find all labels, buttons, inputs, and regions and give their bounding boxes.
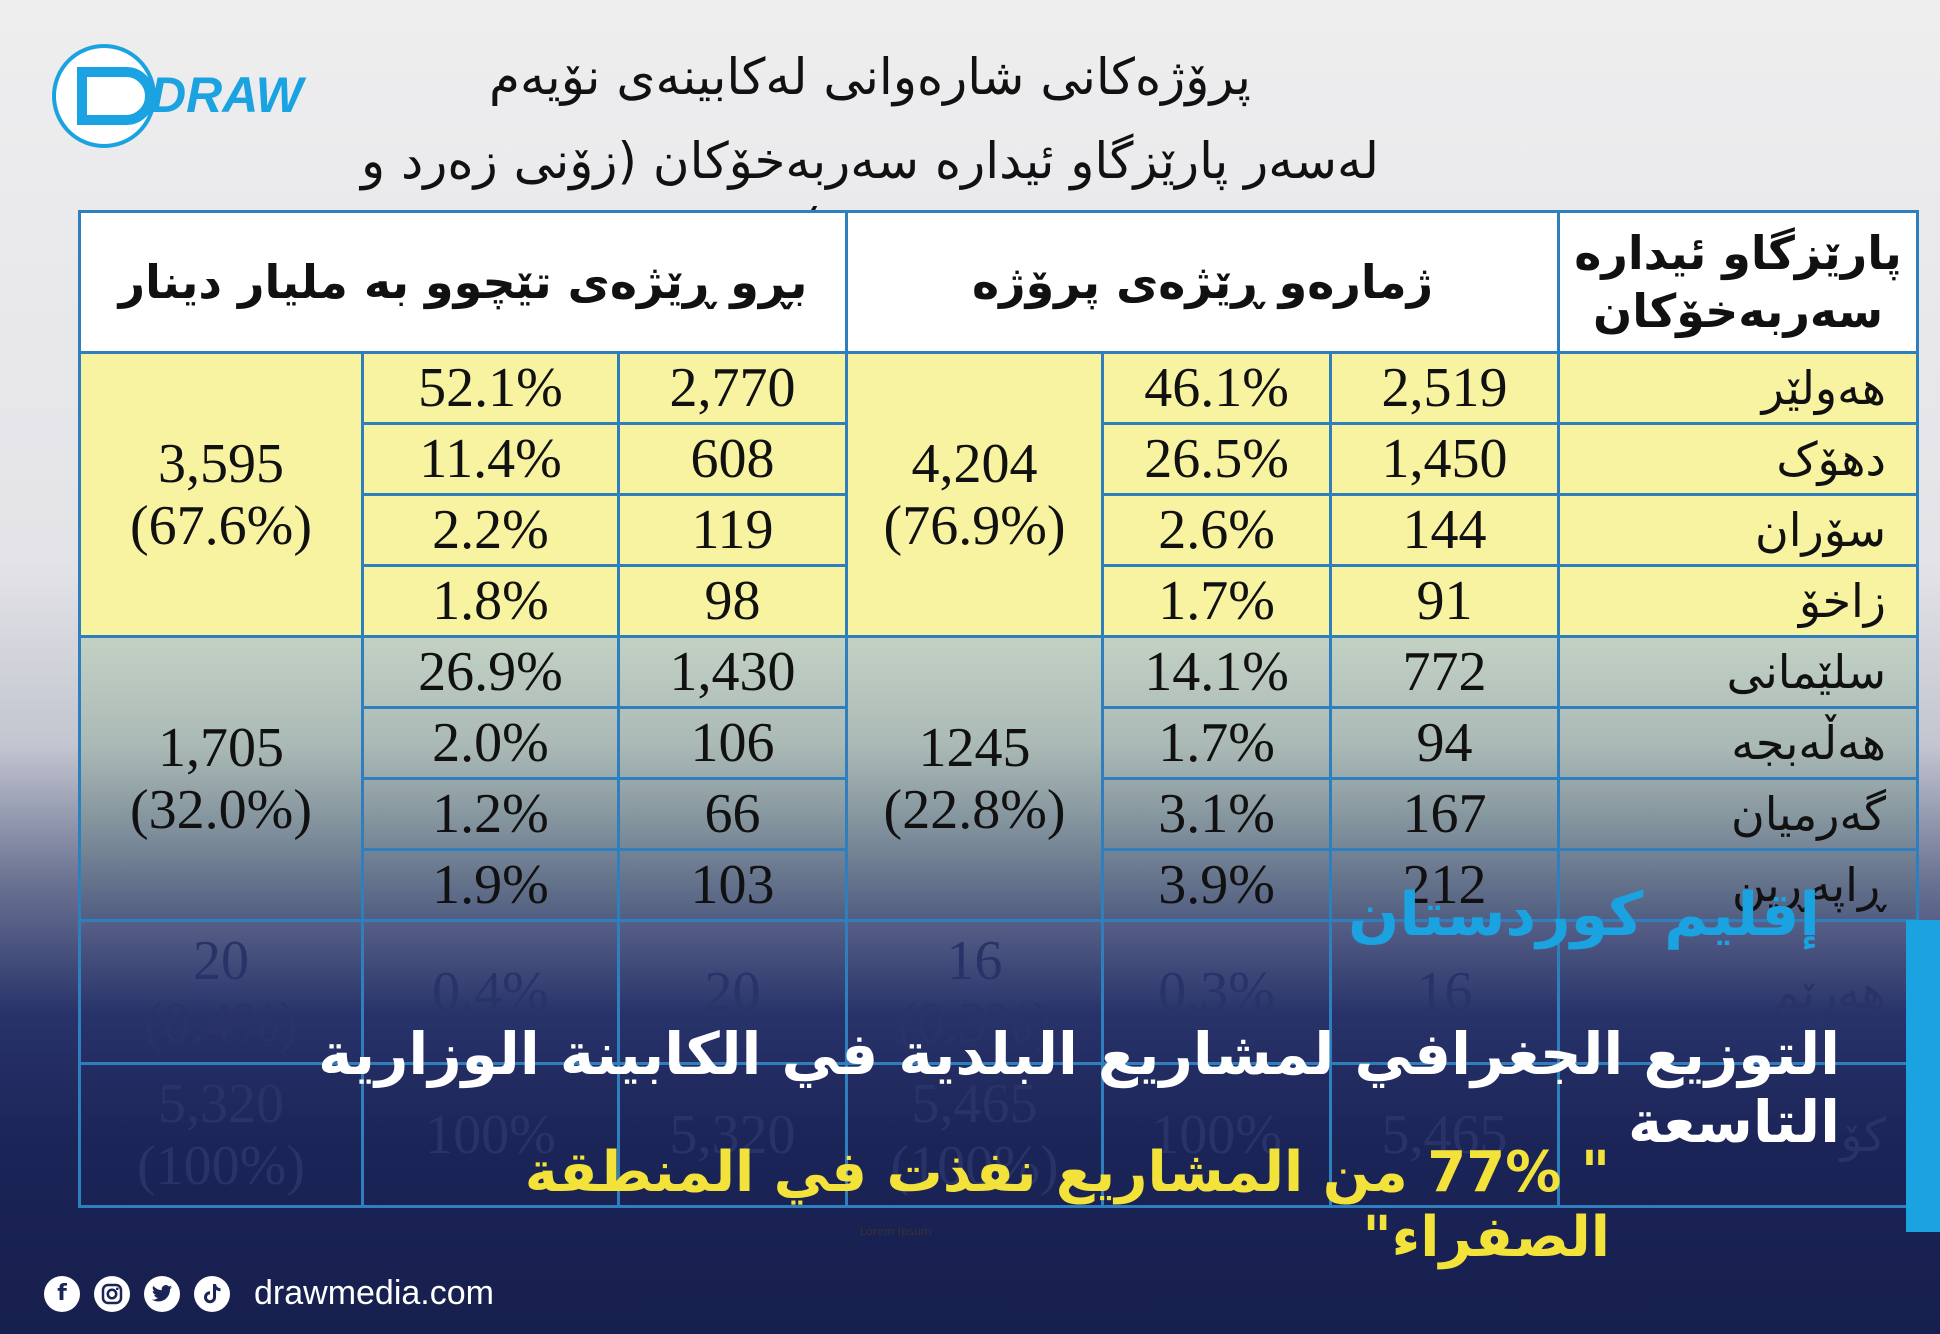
- table-header-row: بڕو ڕێژەی تێچوو به مليار دينار ژمارەو ڕێ…: [77, 210, 1920, 354]
- table-title: پرۆژەکانی شارەوانی لەکابینەی نۆیەم: [489, 48, 1251, 106]
- cost-cell: 2,770: [616, 351, 849, 425]
- lorem-text: Lorem Ipsum: [860, 1225, 932, 1238]
- cost-pct-cell: 11.4%: [361, 422, 620, 496]
- projects-pct-cell: 3.1%: [1101, 777, 1333, 851]
- twitter-icon[interactable]: [144, 1275, 180, 1312]
- cost-cell: 98: [616, 564, 849, 638]
- cost-pct-cell: 2.2%: [361, 493, 620, 567]
- cost-pct-cell: 0.4%: [361, 919, 620, 1065]
- tiktok-icon[interactable]: [194, 1275, 230, 1312]
- table-row-total: 5,320 (100%) 100% 5,320 5,465 (100%) 100% …: [78, 1062, 1920, 1208]
- total-cost: 5,320 (100%): [78, 1062, 364, 1208]
- cost-cell: 1,430: [616, 635, 849, 709]
- cost-cell: 5,320: [616, 1062, 849, 1208]
- projects-cell: 2,519: [1329, 351, 1561, 425]
- table-row: 1,705 (32.0%) 26.9% 1,430 1245 (22.8%) 14.…: [78, 635, 1920, 922]
- governorate-name: ڕاپەڕین: [1557, 848, 1920, 922]
- cost-pct-cell: 1.9%: [361, 848, 620, 922]
- table-row: 1.8% 98 1.7% 91 زاخۆ: [80, 564, 1920, 638]
- cost-pct-cell: 1.2%: [361, 777, 620, 851]
- table-row: 1.2% 66 3.1% 167 گەرمیان: [80, 777, 1920, 851]
- yellow-projects-total: 4,204 (76.9%): [845, 351, 1105, 638]
- cost-cell: 20: [616, 919, 849, 1065]
- region-projects-total: 16 (0.3%): [845, 919, 1105, 1065]
- website-link[interactable]: drawmedia.com: [254, 1274, 494, 1312]
- projects-pct-cell: 14.1%: [1101, 635, 1333, 709]
- projects-cell: 91: [1329, 564, 1561, 638]
- accent-bar: [1906, 920, 1940, 1232]
- green-projects-total: 1245 (22.8%): [845, 635, 1105, 922]
- projects-cell: 167: [1329, 777, 1561, 851]
- projects-pct-cell: 1.7%: [1101, 706, 1333, 780]
- projects-pct-cell: 3.9%: [1101, 848, 1333, 922]
- governorate-name: هەولێر: [1557, 351, 1920, 425]
- table-row: 2.0% 106 1.7% 94 هەڵەبجە: [80, 706, 1920, 780]
- facebook-icon[interactable]: f: [44, 1275, 80, 1312]
- table-row: 1.9% 103 3.9% 212 ڕاپەڕین: [80, 848, 1920, 922]
- logo-text: DRAW: [150, 67, 307, 123]
- governorate-name: سۆران: [1557, 493, 1920, 567]
- yellow-cost-total: 3,595 (67.6%): [78, 351, 364, 638]
- projects-cell: 16: [1329, 919, 1561, 1065]
- governorate-name: هەرێم: [1557, 919, 1920, 1065]
- region-label: إقليم كوردستان: [1348, 880, 1820, 950]
- projects-cell: 772: [1329, 635, 1561, 709]
- cost-cell: 119: [616, 493, 849, 567]
- cost-pct-cell: 52.1%: [361, 351, 620, 425]
- table-row: 2.2% 119 2.6% 144 سۆران: [80, 493, 1920, 567]
- projects-cell: 1,450: [1329, 422, 1561, 496]
- total-projects: 5,465 (100%): [845, 1062, 1105, 1208]
- cost-cell: 66: [616, 777, 849, 851]
- projects-pct-cell: 1.7%: [1101, 564, 1333, 638]
- subheadline: " 77% من المشاريع نفذت في المنطقة الصفرا…: [524, 1140, 1610, 1270]
- governorate-name: سلێمانی: [1557, 635, 1920, 709]
- projects-cell: 144: [1329, 493, 1561, 567]
- region-cost-total: 20 (0.4%): [78, 919, 364, 1065]
- projects-pct-cell: 26.5%: [1101, 422, 1333, 496]
- projects-cell: 5,465: [1329, 1062, 1561, 1208]
- projects-cell: 212: [1329, 848, 1561, 922]
- table-row: 11.4% 608 26.5% 1,450 دهۆک: [80, 422, 1920, 496]
- draw-logo: DRAW: [52, 42, 372, 150]
- table-row: 3,595 (67.6%) 52.1% 2,770 4,204 (76.9%) 46…: [78, 351, 1920, 638]
- cost-pct-cell: 1.8%: [361, 564, 620, 638]
- projects-pct-cell: 100%: [1101, 1062, 1333, 1208]
- cost-cell: 106: [616, 706, 849, 780]
- green-cost-total: 1,705 (32.0%): [78, 635, 364, 922]
- footer: f drawmedia.com: [44, 1274, 494, 1313]
- cost-cell: 103: [616, 848, 849, 922]
- projects-pct-cell: 0.3%: [1101, 919, 1333, 1065]
- projects-table: بڕو ڕێژەی تێچوو به مليار دينار ژمارەو ڕێ…: [77, 210, 1920, 1208]
- governorate-name: گەرمیان: [1557, 777, 1920, 851]
- cost-pct-cell: 100%: [361, 1062, 620, 1208]
- instagram-icon[interactable]: [94, 1275, 130, 1312]
- header-projects: ژمارەو ڕێژەی پرۆژە: [845, 210, 1561, 354]
- header-governorate: پارێزگاو ئیدارە سەربەخۆکان: [1557, 210, 1920, 354]
- governorate-name: زاخۆ: [1557, 564, 1920, 638]
- headline: التوزيع الجغرافي لمشاريع البلدية في الكا…: [318, 1020, 1840, 1156]
- cost-pct-cell: 26.9%: [361, 635, 620, 709]
- governorate-name: دهۆک: [1557, 422, 1920, 496]
- governorate-name: هەڵەبجە: [1557, 706, 1920, 780]
- cost-cell: 608: [616, 422, 849, 496]
- projects-cell: 94: [1329, 706, 1561, 780]
- projects-pct-cell: 46.1%: [1101, 351, 1333, 425]
- table-row-region: 20 (0.4%) 0.4% 20 16 (0.3%) 0.3% 16 هەرێم: [78, 919, 1920, 1065]
- cost-pct-cell: 2.0%: [361, 706, 620, 780]
- projects-pct-cell: 2.6%: [1101, 493, 1333, 567]
- header-cost: بڕو ڕێژەی تێچوو به مليار دينار: [77, 210, 849, 354]
